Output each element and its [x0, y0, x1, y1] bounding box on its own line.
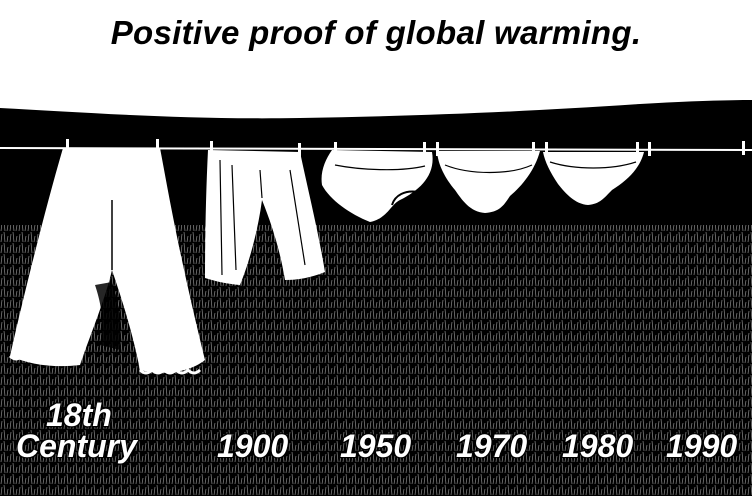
- label-1980: 1980: [562, 428, 634, 464]
- drawers-1900: [205, 150, 325, 285]
- label-1900: 1900: [217, 428, 289, 464]
- label-18th-century-line1: 18th: [46, 397, 112, 433]
- briefs-1950: [321, 150, 433, 222]
- clothespins: [66, 139, 745, 157]
- label-18th-century-line2: Century: [16, 428, 137, 464]
- bikini-1970: [437, 151, 540, 213]
- bloomers-18th-century: [8, 148, 205, 375]
- page-title: Positive proof of global warming.: [110, 14, 642, 51]
- label-1950: 1950: [340, 428, 412, 464]
- bikini-1980: [543, 152, 644, 205]
- label-1990: 1990: [666, 428, 738, 464]
- label-1970: 1970: [456, 428, 528, 464]
